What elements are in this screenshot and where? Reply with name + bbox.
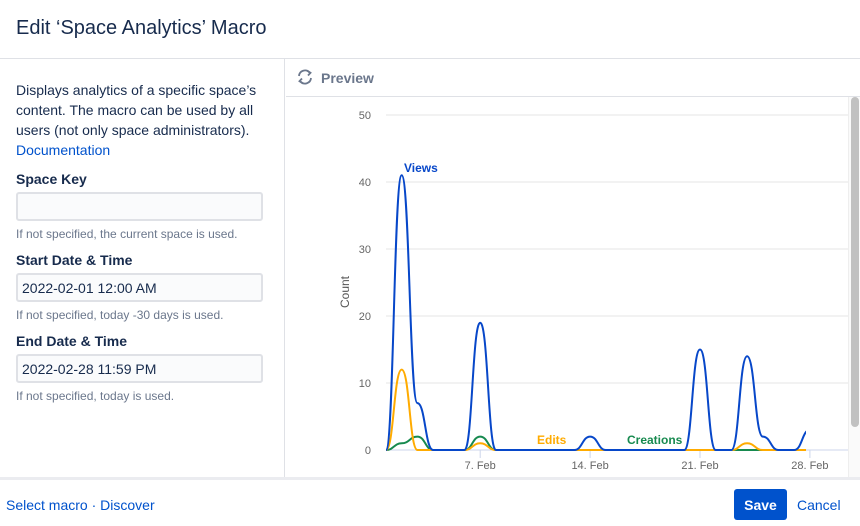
link-separator: · bbox=[91, 497, 97, 513]
series-line-views bbox=[386, 174, 806, 451]
preview-header: Preview bbox=[286, 59, 860, 97]
y-axis-label: Count bbox=[338, 275, 352, 308]
preview-title: Preview bbox=[321, 70, 374, 86]
series-label-creations: Creations bbox=[627, 433, 683, 447]
space-key-label: Space Key bbox=[16, 171, 87, 187]
documentation-link[interactable]: Documentation bbox=[16, 142, 111, 158]
end-date-label: End Date & Time bbox=[16, 333, 127, 349]
macro-form: Displays analytics of a specific space’s… bbox=[0, 59, 285, 477]
end-date-hint: If not specified, today is used. bbox=[16, 389, 175, 403]
x-tick-label: 14. Feb bbox=[571, 460, 608, 472]
y-tick-label: 20 bbox=[359, 311, 371, 323]
preview-scrollbar[interactable] bbox=[848, 97, 860, 477]
y-tick-label: 30 bbox=[359, 244, 371, 256]
series-line-edits bbox=[386, 368, 806, 451]
y-tick-label: 0 bbox=[365, 445, 371, 457]
dialog-header: Edit ‘Space Analytics’ Macro bbox=[0, 0, 860, 59]
series-label-views: Views bbox=[404, 161, 438, 175]
series-label-edits: Edits bbox=[537, 433, 567, 447]
x-tick-label: 7. Feb bbox=[465, 460, 496, 472]
dialog-footer: Select macro · Discover Save Cancel bbox=[0, 477, 860, 526]
end-date-input[interactable] bbox=[16, 354, 263, 383]
description-text: Displays analytics of a specific space’s… bbox=[16, 82, 257, 138]
x-tick-label: 28. Feb bbox=[791, 460, 828, 472]
space-key-hint: If not specified, the current space is u… bbox=[16, 227, 238, 241]
preview-panel: Preview 0 10 20 30 40 50 7. Feb 14. Feb 21. Feb 2… bbox=[286, 59, 860, 477]
y-tick-label: 10 bbox=[359, 378, 371, 390]
y-tick-label: 50 bbox=[359, 110, 371, 122]
y-tick-label: 40 bbox=[359, 177, 371, 189]
discover-link[interactable]: Discover bbox=[100, 497, 155, 513]
save-button[interactable]: Save bbox=[734, 489, 787, 520]
start-date-label: Start Date & Time bbox=[16, 252, 133, 268]
series-line-creations bbox=[386, 435, 806, 451]
x-tick-label: 21. Feb bbox=[681, 460, 718, 472]
start-date-hint: If not specified, today -30 days is used… bbox=[16, 308, 224, 322]
analytics-chart: 0 10 20 30 40 50 7. Feb 14. Feb 21. Feb 28. Feb C… bbox=[338, 110, 848, 472]
refresh-icon[interactable] bbox=[296, 68, 314, 86]
start-date-input[interactable] bbox=[16, 273, 263, 302]
select-macro-link[interactable]: Select macro bbox=[6, 497, 88, 513]
macro-description: Displays analytics of a specific space’s… bbox=[16, 80, 268, 160]
space-key-input[interactable] bbox=[16, 192, 263, 221]
dialog-title: Edit ‘Space Analytics’ Macro bbox=[16, 17, 267, 39]
cancel-button[interactable]: Cancel bbox=[797, 497, 841, 513]
scrollbar-thumb[interactable] bbox=[851, 97, 859, 427]
